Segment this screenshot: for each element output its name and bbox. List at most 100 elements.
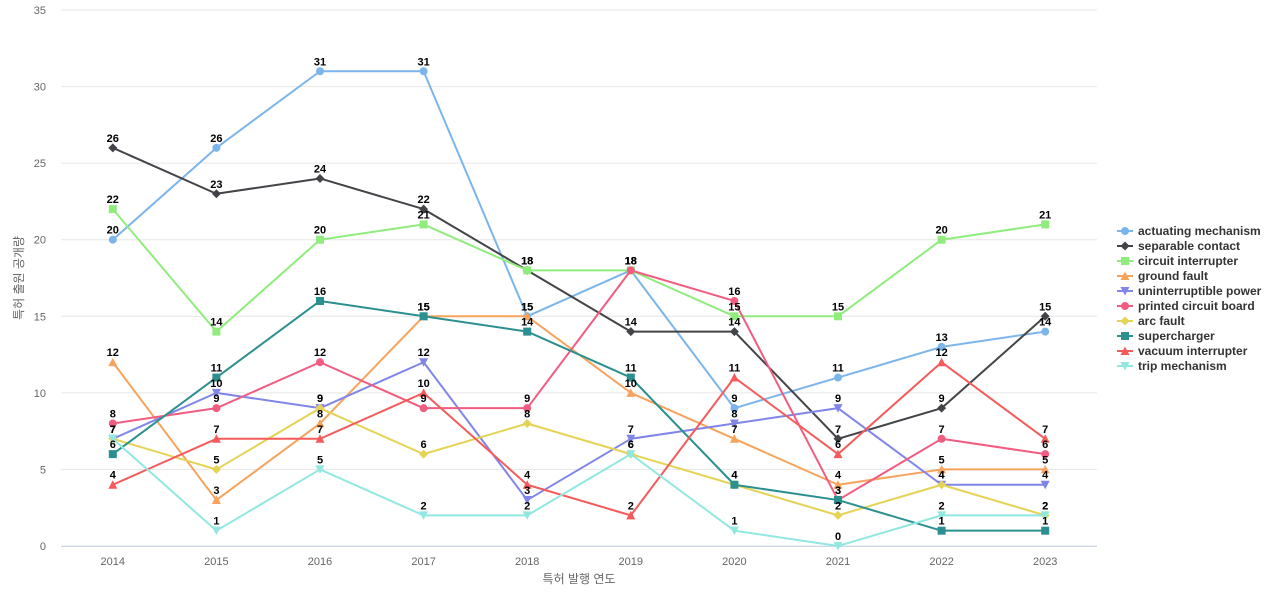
data-label: 11 bbox=[211, 363, 223, 375]
x-tick-label: 2018 bbox=[515, 556, 539, 568]
legend-item[interactable]: arc fault bbox=[1117, 314, 1185, 328]
data-point bbox=[833, 542, 843, 551]
series-line[interactable] bbox=[111, 361, 1047, 502]
data-label: 18 bbox=[625, 255, 637, 267]
data-label: 8 bbox=[524, 408, 530, 420]
data-point bbox=[626, 327, 636, 337]
data-label: 4 bbox=[835, 470, 842, 482]
data-label: 22 bbox=[417, 194, 429, 206]
data-label: 11 bbox=[729, 363, 741, 375]
data-label: 7 bbox=[110, 424, 116, 436]
data-point bbox=[316, 67, 324, 76]
data-point bbox=[523, 266, 532, 275]
legend-item[interactable]: ground fault bbox=[1117, 269, 1208, 283]
data-label: 4 bbox=[110, 470, 117, 482]
legend-item[interactable]: separable contact bbox=[1117, 239, 1240, 253]
data-label: 6 bbox=[110, 439, 116, 451]
data-point bbox=[937, 464, 947, 474]
data-label: 2 bbox=[939, 500, 945, 512]
data-label: 9 bbox=[524, 393, 530, 405]
data-label: 2 bbox=[1042, 500, 1048, 512]
legend-label: printed circuit board bbox=[1138, 299, 1255, 313]
x-tick-label: 2015 bbox=[204, 556, 228, 568]
data-point bbox=[626, 373, 635, 382]
data-label: 11 bbox=[625, 363, 637, 375]
data-label: 6 bbox=[421, 439, 427, 451]
data-point bbox=[419, 388, 429, 397]
y-tick-label: 25 bbox=[34, 158, 46, 170]
data-point bbox=[523, 404, 532, 413]
data-point bbox=[419, 358, 429, 367]
data-label: 15 bbox=[417, 301, 429, 313]
data-point bbox=[316, 235, 324, 244]
data-point bbox=[419, 449, 429, 459]
data-point bbox=[937, 342, 946, 351]
y-tick-label: 5 bbox=[40, 464, 46, 476]
data-point bbox=[315, 434, 325, 443]
data-label: 4 bbox=[1042, 470, 1049, 482]
series-line[interactable] bbox=[111, 437, 1047, 547]
data-label: 4 bbox=[731, 470, 738, 482]
data-point bbox=[108, 235, 117, 244]
data-label: 7 bbox=[835, 424, 841, 436]
data-point bbox=[1040, 464, 1050, 474]
data-label: 7 bbox=[939, 424, 945, 436]
series-line[interactable] bbox=[111, 269, 1047, 502]
series-line[interactable] bbox=[111, 361, 1047, 517]
data-point bbox=[1040, 511, 1050, 520]
data-point bbox=[833, 480, 843, 489]
series-line[interactable] bbox=[111, 146, 1047, 440]
data-point bbox=[211, 526, 221, 536]
data-point bbox=[730, 296, 739, 305]
data-label: 14 bbox=[521, 317, 534, 329]
data-point bbox=[937, 511, 947, 520]
data-label: 7 bbox=[110, 424, 116, 436]
data-point bbox=[730, 480, 739, 489]
legend-label: ground fault bbox=[1138, 269, 1208, 283]
data-point bbox=[419, 511, 429, 520]
data-point bbox=[937, 480, 947, 490]
data-point bbox=[730, 312, 739, 321]
data-label: 7 bbox=[628, 424, 634, 436]
data-point bbox=[833, 404, 843, 413]
legend-item[interactable]: vacuum interrupter bbox=[1117, 344, 1248, 358]
series-line[interactable] bbox=[111, 208, 1047, 333]
data-label: 16 bbox=[728, 286, 740, 298]
data-label: 10 bbox=[625, 378, 637, 390]
data-label: 6 bbox=[628, 439, 634, 451]
data-label: 9 bbox=[731, 393, 737, 405]
legend-item[interactable]: printed circuit board bbox=[1117, 299, 1255, 313]
data-label: 18 bbox=[625, 255, 637, 267]
data-label: 12 bbox=[417, 347, 429, 359]
legend-item[interactable]: circuit interrupter bbox=[1117, 254, 1238, 268]
data-point bbox=[834, 312, 842, 321]
data-point bbox=[108, 434, 118, 444]
series-line[interactable] bbox=[111, 70, 1047, 410]
legend-item[interactable]: actuating mechanism bbox=[1117, 224, 1261, 238]
data-label: 13 bbox=[935, 332, 947, 344]
legend-label: separable contact bbox=[1138, 239, 1240, 253]
series-line[interactable] bbox=[111, 315, 1047, 502]
legend-item[interactable]: trip mechanism bbox=[1117, 359, 1227, 373]
data-label: 7 bbox=[731, 424, 737, 436]
data-point bbox=[315, 418, 325, 428]
legend-marker bbox=[1121, 227, 1129, 235]
data-label: 2 bbox=[628, 500, 634, 512]
legend-item[interactable]: supercharger bbox=[1117, 329, 1215, 343]
data-point bbox=[522, 480, 532, 489]
data-label: 14 bbox=[1039, 317, 1052, 329]
data-point bbox=[522, 418, 532, 428]
data-label: 18 bbox=[521, 255, 533, 267]
data-label: 6 bbox=[628, 439, 634, 451]
legend-item[interactable]: uninterruptible power bbox=[1117, 284, 1262, 298]
y-tick-label: 35 bbox=[34, 5, 46, 17]
legend-label: vacuum interrupter bbox=[1138, 344, 1248, 358]
series-line[interactable] bbox=[111, 299, 1047, 532]
data-label: 14 bbox=[210, 317, 223, 329]
data-point bbox=[833, 449, 843, 459]
data-point bbox=[1041, 450, 1050, 459]
data-point bbox=[1040, 480, 1050, 490]
data-point bbox=[211, 464, 221, 474]
